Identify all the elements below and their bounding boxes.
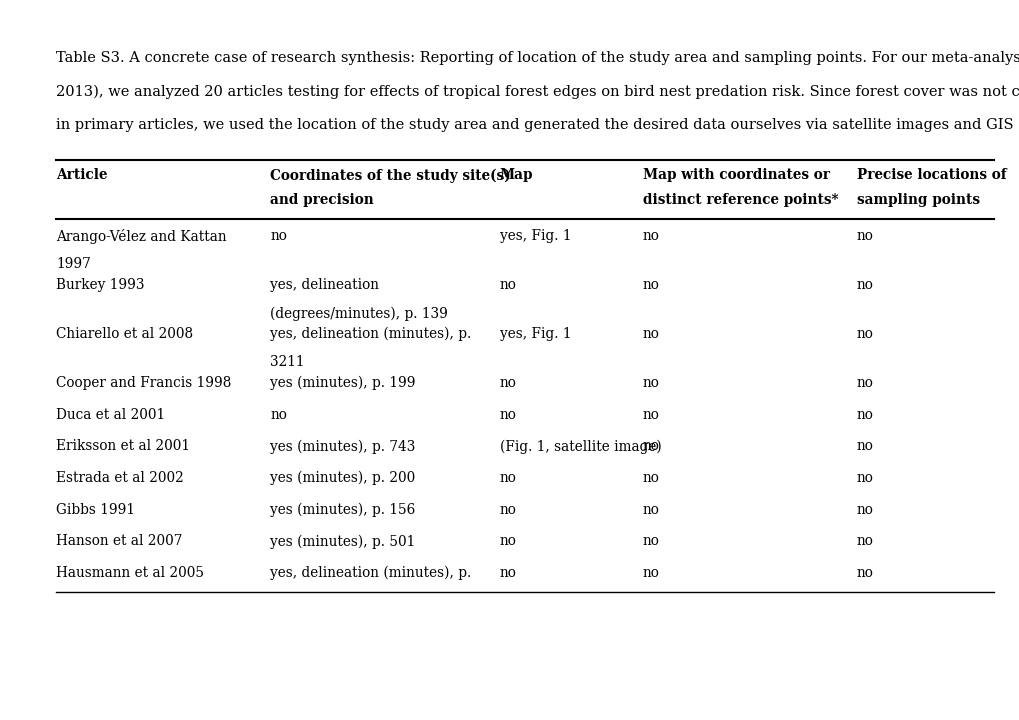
Text: no: no: [642, 408, 659, 421]
Text: no: no: [642, 376, 659, 390]
Text: yes, delineation (minutes), p.: yes, delineation (minutes), p.: [270, 327, 471, 341]
Text: Hausmann et al 2005: Hausmann et al 2005: [56, 566, 204, 580]
Text: no: no: [856, 408, 873, 421]
Text: no: no: [856, 229, 873, 243]
Text: in primary articles, we used the location of the study area and generated the de: in primary articles, we used the locatio…: [56, 118, 1019, 132]
Text: yes (minutes), p. 199: yes (minutes), p. 199: [270, 376, 416, 390]
Text: no: no: [499, 278, 517, 292]
Text: Arango-Vélez and Kattan: Arango-Vélez and Kattan: [56, 229, 226, 244]
Text: Estrada et al 2002: Estrada et al 2002: [56, 471, 183, 485]
Text: and precision: and precision: [270, 193, 374, 207]
Text: no: no: [499, 566, 517, 580]
Text: no: no: [270, 229, 287, 243]
Text: no: no: [499, 534, 517, 548]
Text: no: no: [642, 503, 659, 516]
Text: yes, delineation (minutes), p.: yes, delineation (minutes), p.: [270, 566, 471, 580]
Text: yes, Fig. 1: yes, Fig. 1: [499, 327, 571, 341]
Text: no: no: [499, 408, 517, 421]
Text: no: no: [856, 534, 873, 548]
Text: yes (minutes), p. 200: yes (minutes), p. 200: [270, 471, 415, 485]
Text: (Fig. 1, satellite image): (Fig. 1, satellite image): [499, 439, 661, 454]
Text: yes (minutes), p. 743: yes (minutes), p. 743: [270, 439, 416, 454]
Text: no: no: [270, 408, 287, 421]
Text: no: no: [642, 566, 659, 580]
Text: no: no: [642, 439, 659, 453]
Text: Eriksson et al 2001: Eriksson et al 2001: [56, 439, 190, 453]
Text: no: no: [856, 278, 873, 292]
Text: no: no: [856, 327, 873, 341]
Text: no: no: [856, 376, 873, 390]
Text: Coordinates of the study site(s): Coordinates of the study site(s): [270, 168, 511, 183]
Text: Map: Map: [499, 168, 533, 182]
Text: Map with coordinates or: Map with coordinates or: [642, 168, 828, 182]
Text: distinct reference points*: distinct reference points*: [642, 193, 838, 207]
Text: Duca et al 2001: Duca et al 2001: [56, 408, 165, 421]
Text: 2013), we analyzed 20 articles testing for effects of tropical forest edges on b: 2013), we analyzed 20 articles testing f…: [56, 84, 1019, 99]
Text: 1997: 1997: [56, 258, 91, 271]
Text: Burkey 1993: Burkey 1993: [56, 278, 145, 292]
Text: Hanson et al 2007: Hanson et al 2007: [56, 534, 182, 548]
Text: 3211: 3211: [270, 356, 305, 369]
Text: no: no: [856, 566, 873, 580]
Text: (degrees/minutes), p. 139: (degrees/minutes), p. 139: [270, 307, 447, 321]
Text: no: no: [642, 278, 659, 292]
Text: yes, Fig. 1: yes, Fig. 1: [499, 229, 571, 243]
Text: no: no: [642, 327, 659, 341]
Text: no: no: [499, 471, 517, 485]
Text: no: no: [856, 471, 873, 485]
Text: no: no: [856, 503, 873, 516]
Text: yes, delineation: yes, delineation: [270, 278, 379, 292]
Text: Gibbs 1991: Gibbs 1991: [56, 503, 135, 516]
Text: yes (minutes), p. 156: yes (minutes), p. 156: [270, 503, 415, 517]
Text: no: no: [642, 471, 659, 485]
Text: Precise locations of: Precise locations of: [856, 168, 1006, 182]
Text: Cooper and Francis 1998: Cooper and Francis 1998: [56, 376, 231, 390]
Text: no: no: [499, 503, 517, 516]
Text: Table S3. A concrete case of research synthesis: Reporting of location of the st: Table S3. A concrete case of research sy…: [56, 50, 1019, 65]
Text: Chiarello et al 2008: Chiarello et al 2008: [56, 327, 193, 341]
Text: sampling points: sampling points: [856, 193, 979, 207]
Text: no: no: [856, 439, 873, 453]
Text: yes (minutes), p. 501: yes (minutes), p. 501: [270, 534, 415, 549]
Text: no: no: [642, 229, 659, 243]
Text: no: no: [642, 534, 659, 548]
Text: no: no: [499, 376, 517, 390]
Text: Article: Article: [56, 168, 107, 182]
